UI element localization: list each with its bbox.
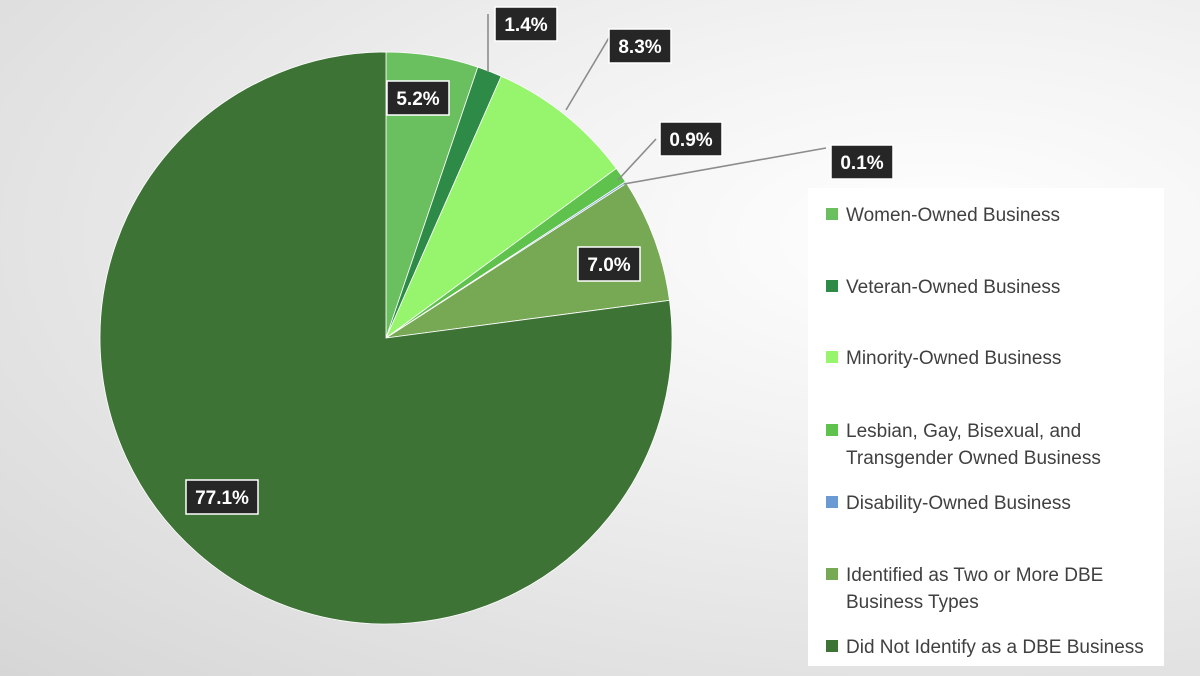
legend-swatch: [826, 640, 838, 652]
data-label-box: [608, 28, 672, 64]
data-label-text: 7.0%: [587, 255, 630, 276]
pie-slices: [99, 51, 673, 625]
leader-line-3: [565, 33, 611, 111]
legend-label: Minority-Owned Business: [846, 345, 1156, 372]
legend-item: Minority-Owned Business: [826, 345, 1156, 372]
legend-swatch: [826, 351, 838, 363]
legend-label-line: Lesbian, Gay, Bisexual, and: [846, 421, 1082, 442]
legend-label-line: Did Not Identify as a DBE Business: [846, 637, 1144, 658]
data-label-box: [577, 246, 641, 282]
legend-label-line: Veteran-Owned Business: [846, 277, 1061, 298]
data-labels: 5.2% 1.4% 8.3% 0.9% 0.1% 7.0% 77.1%: [185, 6, 894, 515]
legend-item: Lesbian, Gay, Bisexual, and Transgender O…: [826, 418, 1156, 472]
legend-swatch: [826, 424, 838, 436]
leader-line-5: [623, 147, 827, 185]
legend-label: Lesbian, Gay, Bisexual, and Transgender O…: [846, 418, 1156, 472]
chart-legend: Women-Owned Business Veteran-Owned Busine…: [808, 188, 1164, 666]
legend-label: Disability-Owned Business: [846, 490, 1156, 517]
legend-item: Disability-Owned Business: [826, 490, 1156, 517]
legend-swatch: [826, 280, 838, 292]
legend-label: Did Not Identify as a DBE Business: [846, 634, 1156, 661]
pie-slice-6: [385, 182, 670, 339]
data-label-7: 77.1%: [185, 479, 259, 515]
legend-label-line: Women-Owned Business: [846, 205, 1061, 226]
leader-line-4: [617, 138, 657, 181]
legend-label-line: Disability-Owned Business: [846, 493, 1071, 514]
legend-label-line: Identified as Two or More DBE: [846, 565, 1104, 586]
data-label-box: [185, 479, 259, 515]
legend-label: Veteran-Owned Business: [846, 274, 1156, 301]
data-label-1: 5.2%: [386, 80, 450, 116]
data-label-3: 8.3%: [608, 28, 672, 64]
pie-slice-3: [385, 75, 617, 340]
data-label-box: [830, 144, 894, 180]
legend-item: Veteran-Owned Business: [826, 274, 1156, 301]
data-label-box: [494, 6, 558, 42]
data-label-text: 5.2%: [396, 89, 439, 110]
data-label-text: 0.1%: [840, 153, 883, 174]
legend-label: Identified as Two or More DBE Business Ty…: [846, 562, 1156, 616]
data-label-5: 0.1%: [830, 144, 894, 180]
data-label-text: 0.9%: [669, 130, 712, 151]
legend-item: Women-Owned Business: [826, 202, 1156, 229]
data-label-2: 1.4%: [494, 6, 558, 42]
legend-label-line: Transgender Owned Business: [846, 448, 1101, 469]
legend-swatch: [826, 568, 838, 580]
data-label-box: [386, 80, 450, 116]
data-label-text: 1.4%: [504, 15, 547, 36]
data-label-text: 8.3%: [618, 37, 661, 58]
data-label-box: [659, 121, 723, 157]
legend-label-line: Business Types: [846, 592, 979, 613]
data-label-text: 77.1%: [195, 488, 249, 509]
legend-item: Identified as Two or More DBE Business Ty…: [826, 562, 1156, 616]
legend-item: Did Not Identify as a DBE Business: [826, 634, 1156, 661]
legend-label: Women-Owned Business: [846, 202, 1156, 229]
legend-swatch: [826, 208, 838, 220]
legend-swatch: [826, 496, 838, 508]
data-label-6: 7.0%: [577, 246, 641, 282]
data-label-4: 0.9%: [659, 121, 723, 157]
legend-label-line: Minority-Owned Business: [846, 348, 1062, 369]
